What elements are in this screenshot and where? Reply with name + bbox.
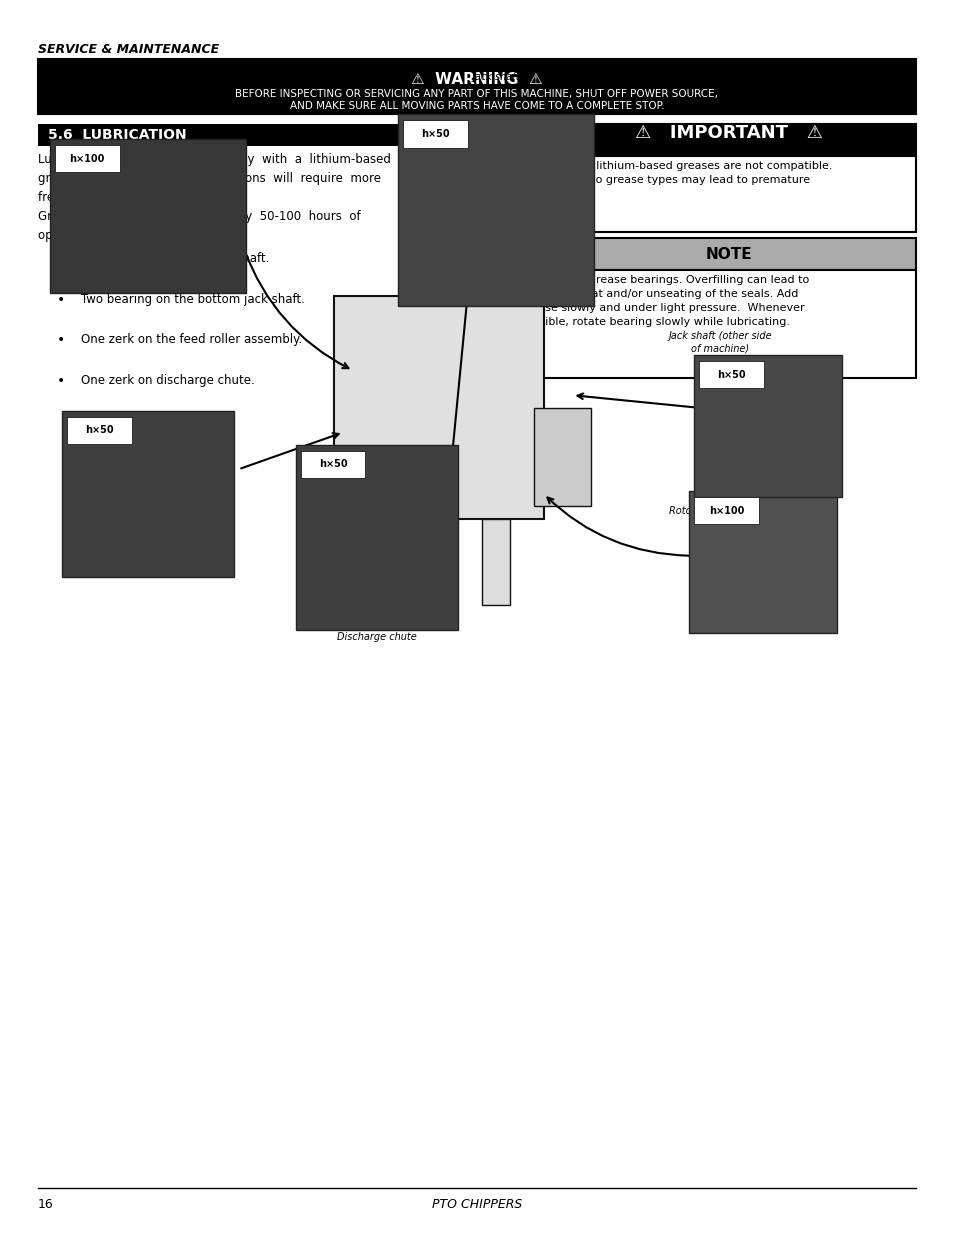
Text: ⚠   IMPORTANT   ⚠: ⚠ IMPORTANT ⚠: [635, 125, 821, 142]
Text: •: •: [57, 374, 66, 388]
Text: Jack shaft (other side
of machine): Jack shaft (other side of machine): [668, 331, 771, 353]
FancyBboxPatch shape: [510, 124, 915, 156]
FancyBboxPatch shape: [510, 156, 915, 232]
FancyBboxPatch shape: [534, 408, 591, 506]
Text: SERVICE & MAINTENANCE: SERVICE & MAINTENANCE: [38, 43, 219, 57]
Text: Two bearing on the bottom jack shaft.: Two bearing on the bottom jack shaft.: [81, 293, 305, 306]
FancyBboxPatch shape: [694, 496, 759, 524]
Text: h⨯100: h⨯100: [708, 505, 743, 516]
Text: Discharge chute: Discharge chute: [336, 632, 416, 642]
Text: BEFORE INSPECTING OR SERVICING ANY PART OF THIS MACHINE, SHUT OFF POWER SOURCE,: BEFORE INSPECTING OR SERVICING ANY PART …: [235, 89, 718, 99]
FancyBboxPatch shape: [38, 59, 915, 114]
FancyBboxPatch shape: [510, 238, 915, 270]
Text: AND MAKE SURE ALL MOVING PARTS HAVE COME TO A COMPLETE STOP.: AND MAKE SURE ALL MOVING PARTS HAVE COME…: [290, 101, 663, 111]
FancyBboxPatch shape: [55, 146, 120, 173]
FancyBboxPatch shape: [300, 451, 365, 478]
FancyBboxPatch shape: [694, 356, 841, 496]
Text: Rotor shaft: Rotor shaft: [669, 506, 722, 516]
Text: h⨯50: h⨯50: [318, 459, 347, 469]
Text: h⨯50: h⨯50: [85, 425, 113, 436]
Text: Feed roller assembly: Feed roller assembly: [96, 459, 199, 469]
FancyBboxPatch shape: [67, 417, 132, 445]
Text: Do not over grease bearings. Overfilling can lead to
excessive heat and/or unsea: Do not over grease bearings. Overfilling…: [519, 275, 808, 327]
Text: PTO CHIPPERS: PTO CHIPPERS: [432, 1198, 521, 1212]
FancyBboxPatch shape: [481, 519, 510, 605]
FancyBboxPatch shape: [334, 296, 543, 519]
Text: •: •: [57, 293, 66, 306]
Text: h⨯50: h⨯50: [420, 128, 450, 140]
FancyBboxPatch shape: [367, 519, 395, 605]
FancyBboxPatch shape: [62, 410, 233, 578]
Text: •: •: [57, 333, 66, 347]
FancyBboxPatch shape: [295, 445, 457, 630]
Text: •: •: [57, 252, 66, 266]
FancyBboxPatch shape: [688, 490, 837, 632]
Text: Grease  the  following  points  every  50-100  hours  of
operating time:: Grease the following points every 50-100…: [38, 210, 360, 242]
Text: ⚠  WARNING  ⚠: ⚠ WARNING ⚠: [411, 72, 542, 86]
Text: h⨯50: h⨯50: [716, 369, 745, 380]
Text: Rotor shaft (other side of machine): Rotor shaft (other side of machine): [62, 154, 233, 164]
Text: Polyurea and lithium-based greases are not compatible.
Mixing the two grease typ: Polyurea and lithium-based greases are n…: [519, 161, 832, 199]
Text: One zerk on discharge chute.: One zerk on discharge chute.: [81, 374, 254, 388]
Text: h⨯100: h⨯100: [70, 153, 105, 164]
Text: One zerk on the feed roller assembly.: One zerk on the feed roller assembly.: [81, 333, 302, 347]
Text: Two bearings on the rotor shaft.: Two bearings on the rotor shaft.: [81, 252, 269, 266]
Text: NOTE: NOTE: [705, 247, 751, 262]
Text: 16: 16: [38, 1198, 54, 1212]
Text: Lubricate  the  machine  periodically  with  a  lithium-based
grease.   Extreme : Lubricate the machine periodically with …: [38, 153, 391, 204]
FancyBboxPatch shape: [403, 121, 468, 148]
FancyBboxPatch shape: [398, 115, 593, 306]
Text: 5.6  LUBRICATION: 5.6 LUBRICATION: [48, 127, 186, 142]
FancyBboxPatch shape: [51, 140, 246, 294]
FancyBboxPatch shape: [698, 361, 762, 388]
FancyBboxPatch shape: [38, 124, 496, 146]
Text: Jack shaft: Jack shaft: [472, 72, 519, 82]
FancyBboxPatch shape: [510, 270, 915, 378]
